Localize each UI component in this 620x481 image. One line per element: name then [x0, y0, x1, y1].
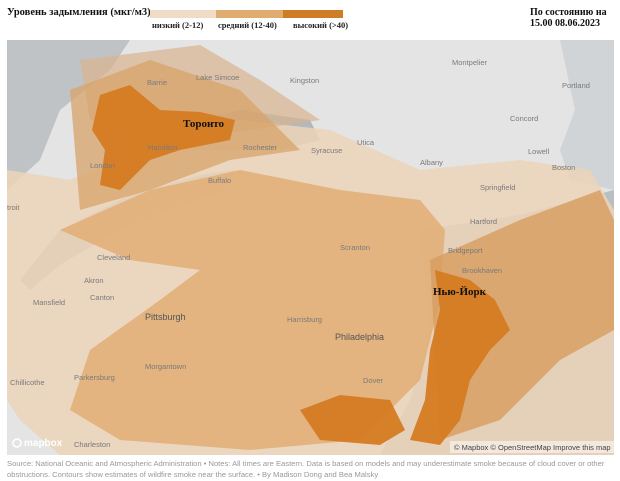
city-label: Lowell: [528, 147, 550, 156]
city-label: Hartford: [470, 217, 497, 226]
city-label: Pittsburgh: [145, 312, 186, 322]
city-label: Rochester: [243, 143, 278, 152]
callout: Нью-Йорк: [433, 286, 487, 298]
city-label: Utica: [357, 138, 375, 147]
city-label: London: [90, 161, 115, 170]
legend-swatch: [216, 10, 306, 18]
city-label: Dover: [363, 376, 384, 385]
city-label: Portland: [562, 81, 590, 90]
city-label: Boston: [552, 163, 575, 172]
legend-title: Уровень задымления (мкг/м3):: [7, 7, 155, 18]
city-label: Morgantown: [145, 362, 186, 371]
water-label: Lake Simcoe: [196, 73, 239, 82]
city-label: Barrie: [147, 78, 167, 87]
city-label: Parkersburg: [74, 373, 115, 382]
city-label: Harrisburg: [287, 315, 322, 324]
city-label: Concord: [510, 114, 538, 123]
legend-swatch: [150, 10, 240, 18]
attribution[interactable]: © Mapbox © OpenStreetMap Improve this ma…: [454, 443, 611, 452]
city-label: Charleston: [74, 440, 110, 449]
city-label: Cleveland: [97, 253, 130, 262]
smoke-medium: [430, 190, 614, 440]
city-label: Kingston: [290, 76, 319, 85]
city-label: Bridgeport: [448, 246, 484, 255]
city-label: Syracuse: [311, 146, 342, 155]
logo-icon: [12, 438, 22, 448]
city-label: Canton: [90, 293, 114, 302]
smoke-high: [410, 270, 510, 445]
city-label: Philadelphia: [335, 332, 384, 342]
smoke-medium: [60, 170, 445, 450]
city-label: Scranton: [340, 243, 370, 252]
legend-label: средний (12-40): [218, 20, 277, 30]
city-label: Albany: [420, 158, 443, 167]
city-label: Chillicothe: [10, 378, 45, 387]
smoke-high: [92, 85, 235, 190]
callout: Торонто: [183, 118, 225, 130]
legend-label: высокий (>40): [293, 20, 349, 30]
city-label: Akron: [84, 276, 104, 285]
city-label: troit: [7, 203, 20, 212]
legend-label: низкий (2-12): [152, 20, 204, 30]
city-label: Mansfield: [33, 298, 65, 307]
city-label: Brookhaven: [462, 266, 502, 275]
footer-source: Source: National Oceanic and Atmospheric…: [7, 459, 605, 479]
city-label: Springfield: [480, 183, 515, 192]
city-label: Montpelier: [452, 58, 488, 67]
legend-swatch: [283, 10, 343, 18]
timestamp: По состоянию на 15.00 08.06.2023: [530, 7, 607, 29]
map: Barrie Lake Simcoe Kingston Montpelier P…: [7, 40, 614, 455]
smoke-high: [300, 395, 405, 445]
attribution-bg: [450, 441, 614, 453]
city-label: Hamilton: [148, 143, 178, 152]
city-label: Buffalo: [208, 176, 231, 185]
logo: mapbox: [24, 438, 63, 449]
ocean: [560, 40, 614, 190]
